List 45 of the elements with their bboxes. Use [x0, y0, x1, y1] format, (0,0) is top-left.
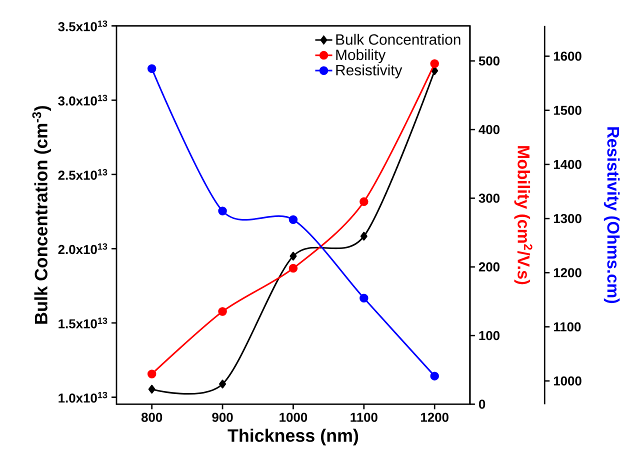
y3-tick-label: 1100 [554, 322, 581, 332]
point [147, 64, 156, 74]
y2-tick-label: 0 [478, 400, 486, 409]
y-tick-label: 1.5x10$^{13}$ [58, 318, 108, 328]
x-tick-label: 800 [141, 412, 162, 422]
y2-tick-label: 500 [478, 56, 500, 66]
point [288, 215, 298, 224]
y3-tick-label: 1600 [554, 52, 582, 61]
legend-label: Resistivity [336, 64, 402, 78]
point [147, 370, 156, 378]
point [218, 307, 227, 316]
y-tick-label: 3.0x10$^{13}$ [58, 94, 108, 106]
x-axis-title: Thickness (nm) [228, 428, 358, 446]
point [219, 380, 226, 388]
y3-tick-label: 1400 [554, 160, 582, 170]
point [430, 372, 439, 380]
legend-label: Mobility [336, 49, 386, 64]
y3-tick-label: 1000 [554, 376, 582, 386]
y-tick-label: 2.0x10$^{13}$ [58, 243, 108, 254]
y2-tick-label: 400 [478, 124, 500, 134]
point [360, 197, 368, 206]
y3-axis-title: Resistivity (Ohms.cm) [604, 127, 620, 304]
legend-label: Bulk Concentration [336, 34, 460, 45]
y-tick-label: 3.5x10$^{13}$ [58, 20, 108, 32]
y3-tick-label: 1200 [554, 268, 582, 278]
point [430, 59, 439, 68]
y-axis-title: Bulk Concentration (cm$^{-3}$) [32, 106, 51, 324]
point [148, 384, 156, 394]
point [218, 206, 227, 216]
point [288, 264, 298, 273]
point [360, 232, 368, 241]
point [360, 294, 368, 303]
x-tick-label: 900 [212, 412, 233, 422]
x-tick-label: 1200 [421, 412, 448, 422]
y2-axis-title: Mobility (cm$^{2}$/V.s) [514, 146, 532, 284]
y2-tick-label: 100 [479, 330, 500, 340]
x-tick-label: 1100 [350, 412, 378, 422]
point [290, 252, 297, 261]
y-tick-label: 1.0x10$^{13}$ [58, 392, 108, 403]
y2-tick-label: 300 [478, 194, 500, 203]
y3-tick-label: 1500 [554, 106, 582, 115]
y2-tick-label: 200 [478, 262, 500, 272]
y-tick-label: 2.5x10$^{13}$ [58, 169, 108, 180]
y3-tick-label: 1300 [554, 214, 582, 224]
x-tick-label: 1000 [280, 412, 308, 422]
